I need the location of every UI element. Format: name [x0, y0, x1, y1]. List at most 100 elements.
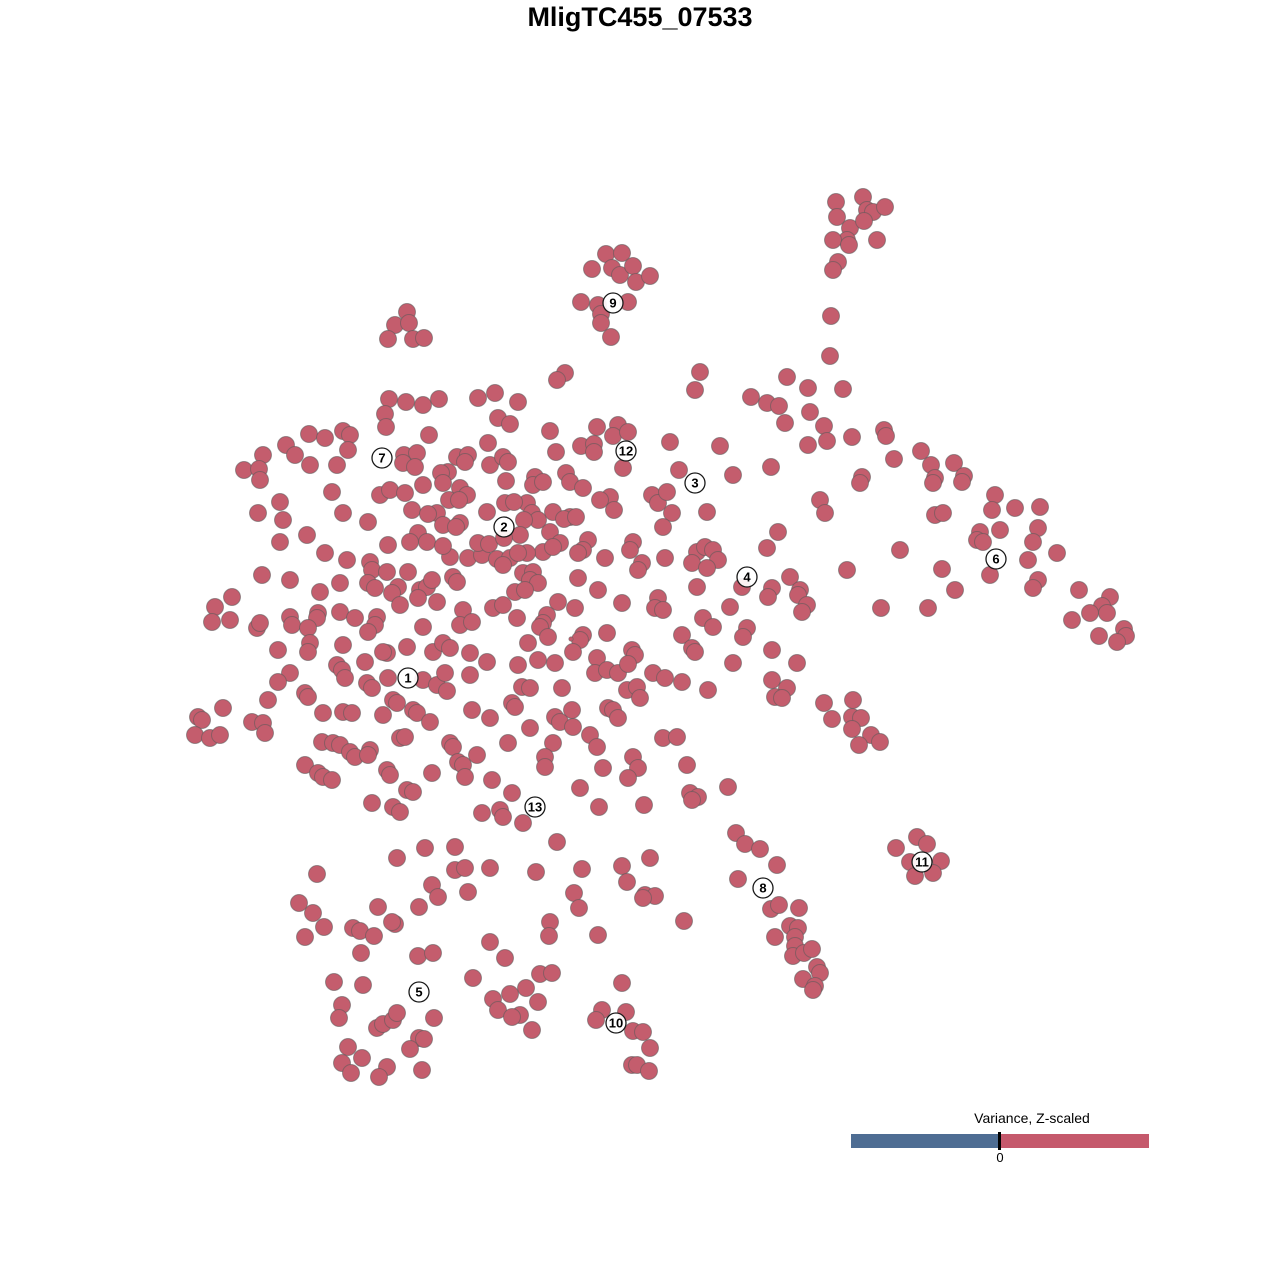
data-point: [799, 436, 817, 454]
data-point: [572, 293, 590, 311]
data-point: [544, 538, 562, 556]
data-point: [353, 1049, 371, 1067]
data-point: [758, 539, 776, 557]
data-point: [946, 581, 964, 599]
legend-negative-half: [851, 1134, 1000, 1148]
tiny-data-point: [568, 636, 574, 642]
data-point: [763, 641, 781, 659]
data-point: [790, 899, 808, 917]
data-point: [406, 458, 424, 476]
data-point: [478, 503, 496, 521]
data-point: [497, 472, 515, 490]
data-point: [823, 710, 841, 728]
data-point: [339, 441, 357, 459]
svg-text:4: 4: [743, 570, 751, 585]
data-point: [588, 738, 606, 756]
data-point: [766, 928, 784, 946]
data-point: [396, 728, 414, 746]
data-point: [251, 614, 269, 632]
data-point: [299, 643, 317, 661]
data-point: [991, 521, 1009, 539]
cluster-label-13: 13: [524, 796, 546, 818]
data-point: [919, 599, 937, 617]
data-point: [591, 491, 609, 509]
data-point: [253, 566, 271, 584]
data-point: [759, 588, 777, 606]
cluster-label-4: 4: [736, 566, 758, 588]
svg-text:5: 5: [415, 985, 422, 1000]
data-point: [675, 912, 693, 930]
data-point: [434, 474, 452, 492]
data-point: [516, 581, 534, 599]
data-point: [283, 616, 301, 634]
data-point: [299, 619, 317, 637]
data-point: [781, 568, 799, 586]
data-point: [499, 453, 517, 471]
data-point: [529, 993, 547, 1011]
data-point: [621, 541, 639, 559]
data-point: [346, 609, 364, 627]
data-point: [450, 491, 468, 509]
data-point: [661, 433, 679, 451]
data-point: [762, 458, 780, 476]
cluster-label-6: 6: [985, 548, 1007, 570]
data-point: [421, 713, 439, 731]
data-point: [770, 896, 788, 914]
data-point: [877, 427, 895, 445]
data-point: [818, 432, 836, 450]
data-point: [223, 588, 241, 606]
data-point: [423, 764, 441, 782]
cluster-label-10: 10: [605, 1012, 627, 1034]
data-point: [388, 849, 406, 867]
data-point: [673, 673, 691, 691]
data-point: [505, 493, 523, 511]
data-point: [604, 427, 622, 445]
data-point: [641, 849, 659, 867]
data-point: [699, 681, 717, 699]
data-point: [315, 918, 333, 936]
data-point: [596, 549, 614, 567]
data-point: [776, 414, 794, 432]
data-point: [336, 669, 354, 687]
data-point: [843, 720, 861, 738]
data-point: [872, 599, 890, 617]
data-point: [403, 501, 421, 519]
data-point: [456, 453, 474, 471]
data-point: [822, 307, 840, 325]
data-point: [444, 738, 462, 756]
data-point: [770, 397, 788, 415]
data-point: [352, 944, 370, 962]
data-point: [331, 574, 349, 592]
data-point: [803, 940, 821, 958]
data-point: [918, 835, 936, 853]
data-point: [536, 758, 554, 776]
data-point: [404, 783, 422, 801]
data-point: [613, 244, 631, 262]
data-point: [540, 927, 558, 945]
data-point: [711, 437, 729, 455]
data-point: [724, 466, 742, 484]
data-point: [587, 1011, 605, 1029]
data-point: [461, 666, 479, 684]
data-point: [763, 671, 781, 689]
data-point: [304, 904, 322, 922]
data-point: [414, 396, 432, 414]
data-point: [447, 518, 465, 536]
data-point: [334, 636, 352, 654]
data-point: [325, 973, 343, 991]
data-point: [396, 484, 414, 502]
svg-text:10: 10: [609, 1016, 623, 1031]
data-point: [570, 899, 588, 917]
data-point: [186, 726, 204, 744]
legend-title: Variance, Z-scaled: [974, 1110, 1090, 1126]
data-point: [479, 434, 497, 452]
data-point: [876, 198, 894, 216]
data-point: [641, 267, 659, 285]
data-point: [481, 933, 499, 951]
data-point: [613, 594, 631, 612]
data-point: [704, 618, 722, 636]
legend-positive-half: [1000, 1134, 1149, 1148]
data-point: [549, 593, 567, 611]
data-point: [974, 533, 992, 551]
data-point: [768, 856, 786, 874]
